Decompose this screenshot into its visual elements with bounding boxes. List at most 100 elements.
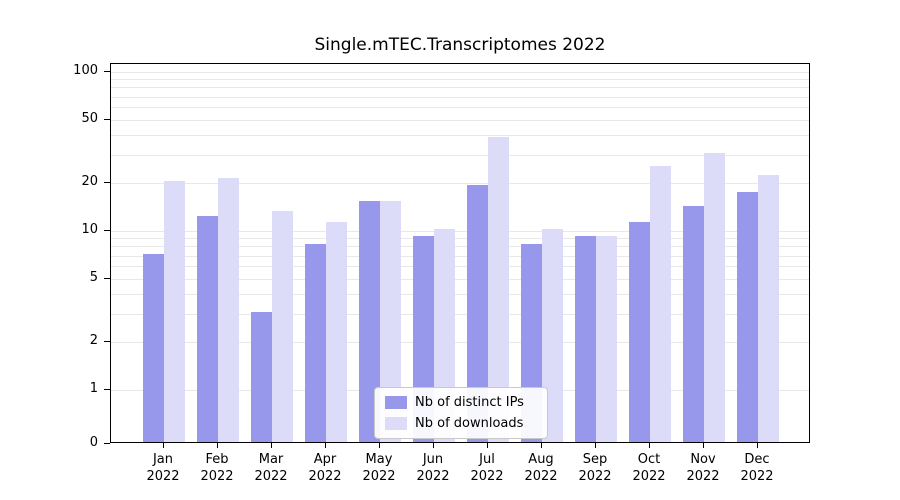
- x-tick-feb: [217, 443, 218, 448]
- gridline-20: [111, 183, 809, 184]
- x-tick-label-feb: Feb 2022: [182, 451, 252, 485]
- y-tick-label-1: 1: [89, 381, 98, 396]
- x-tick-aug: [541, 443, 542, 448]
- y-tick-label-10: 10: [81, 222, 98, 237]
- x-label-line: 2022: [632, 469, 666, 484]
- y-tick-5: [104, 278, 110, 279]
- bar-distinct-ips-apr: [305, 244, 326, 442]
- bar-downloads-apr: [326, 222, 347, 442]
- x-label-line: 2022: [254, 469, 288, 484]
- bar-downloads-feb: [218, 178, 239, 442]
- x-label-line: 2022: [362, 469, 396, 484]
- x-label-line: 2022: [146, 469, 180, 484]
- y-tick-label-0: 0: [89, 435, 98, 450]
- y-tick-2: [104, 341, 110, 342]
- x-tick-dec: [757, 443, 758, 448]
- x-label-line: 2022: [200, 469, 234, 484]
- x-label-line: 2022: [470, 469, 504, 484]
- legend-item-downloads: Nb of downloads: [385, 416, 537, 431]
- bar-distinct-ips-oct: [629, 222, 650, 442]
- gridline-10: [111, 231, 809, 232]
- x-tick-sep: [595, 443, 596, 448]
- gridline-7: [111, 256, 809, 257]
- bar-distinct-ips-mar: [251, 312, 272, 442]
- x-tick-mar: [271, 443, 272, 448]
- bar-distinct-ips-nov: [683, 206, 704, 442]
- gridline-40: [111, 135, 809, 136]
- bar-distinct-ips-feb: [197, 216, 218, 442]
- legend-swatch-distinct-ips: [385, 396, 407, 409]
- bar-downloads-nov: [704, 153, 725, 442]
- y-tick-0: [104, 443, 110, 444]
- gridline-4: [111, 294, 809, 295]
- gridline-70: [111, 97, 809, 98]
- x-label-line: 2022: [416, 469, 450, 484]
- x-tick-may: [379, 443, 380, 448]
- x-tick-label-may: May 2022: [344, 451, 414, 485]
- x-label-line: Mar: [258, 452, 284, 467]
- gridline-9: [111, 238, 809, 239]
- gridline-90: [111, 79, 809, 80]
- y-tick-1: [104, 389, 110, 390]
- gridline-100: [111, 72, 809, 73]
- x-label-line: Feb: [205, 452, 229, 467]
- y-tick-50: [104, 119, 110, 120]
- gridline-2: [111, 342, 809, 343]
- x-label-line: Jun: [422, 452, 444, 467]
- gridline-30: [111, 155, 809, 156]
- x-tick-label-dec: Dec 2022: [722, 451, 792, 485]
- bar-downloads-oct: [650, 166, 671, 442]
- x-tick-label-jul: Jul 2022: [452, 451, 522, 485]
- gridline-80: [111, 87, 809, 88]
- bar-downloads-jan: [164, 181, 185, 442]
- bar-downloads-may: [380, 201, 401, 442]
- x-tick-nov: [703, 443, 704, 448]
- bar-downloads-sep: [596, 236, 617, 442]
- bar-distinct-ips-jan: [143, 254, 164, 442]
- y-tick-100: [104, 71, 110, 72]
- bar-distinct-ips-dec: [737, 192, 758, 442]
- x-tick-label-jan: Jan 2022: [128, 451, 198, 485]
- x-label-line: 2022: [308, 469, 342, 484]
- x-label-line: 2022: [524, 469, 558, 484]
- bar-downloads-dec: [758, 175, 779, 442]
- bar-distinct-ips-sep: [575, 236, 596, 442]
- x-tick-label-oct: Oct 2022: [614, 451, 684, 485]
- x-tick-label-apr: Apr 2022: [290, 451, 360, 485]
- x-label-line: Apr: [313, 452, 337, 467]
- gridline-50: [111, 120, 809, 121]
- y-tick-label-100: 100: [73, 63, 98, 78]
- gridline-6: [111, 266, 809, 267]
- y-tick-label-2: 2: [89, 333, 98, 348]
- legend-item-distinct-ips: Nb of distinct IPs: [385, 395, 537, 410]
- y-tick-10: [104, 230, 110, 231]
- x-label-line: Nov: [690, 452, 716, 467]
- bar-downloads-mar: [272, 211, 293, 442]
- x-tick-jun: [433, 443, 434, 448]
- gridline-3: [111, 314, 809, 315]
- x-label-line: Sep: [582, 452, 608, 467]
- legend-swatch-downloads: [385, 417, 407, 430]
- x-tick-jan: [163, 443, 164, 448]
- x-tick-oct: [649, 443, 650, 448]
- x-tick-label-jun: Jun 2022: [398, 451, 468, 485]
- x-tick-label-nov: Nov 2022: [668, 451, 738, 485]
- x-tick-apr: [325, 443, 326, 448]
- x-label-line: Aug: [528, 452, 554, 467]
- gridline-8: [111, 246, 809, 247]
- x-label-line: Dec: [744, 452, 770, 467]
- x-label-line: 2022: [578, 469, 612, 484]
- x-label-line: Oct: [637, 452, 661, 467]
- plot-area: Nb of distinct IPs Nb of downloads: [110, 63, 810, 443]
- y-tick-20: [104, 182, 110, 183]
- x-label-line: 2022: [740, 469, 774, 484]
- x-label-line: Jul: [479, 452, 495, 467]
- x-tick-label-mar: Mar 2022: [236, 451, 306, 485]
- y-tick-label-50: 50: [81, 111, 98, 126]
- bar-downloads-jul: [488, 137, 509, 442]
- chart-title: Single.mTEC.Transcriptomes 2022: [314, 35, 606, 55]
- x-tick-label-aug: Aug 2022: [506, 451, 576, 485]
- y-tick-label-20: 20: [81, 174, 98, 189]
- legend: Nb of distinct IPs Nb of downloads: [374, 387, 548, 439]
